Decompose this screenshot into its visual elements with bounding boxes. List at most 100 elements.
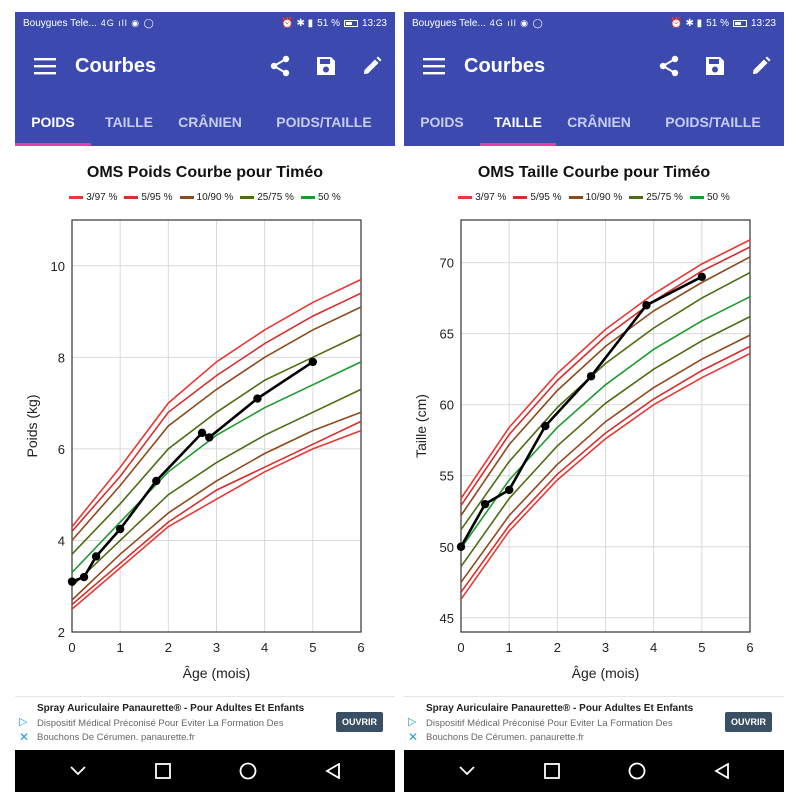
x-tick-label: 3 xyxy=(213,640,220,655)
share-icon[interactable] xyxy=(646,34,692,98)
back-icon[interactable] xyxy=(313,751,353,791)
y-tick-label: 45 xyxy=(440,611,454,626)
chevron-down-icon[interactable] xyxy=(447,751,487,791)
ad-banner[interactable]: ▷ ✕ Spray Auriculaire Panaurette® - Pour… xyxy=(15,696,395,750)
app-title: Courbes xyxy=(75,54,157,77)
legend-item: 50 % xyxy=(300,192,341,203)
signal-icon: 4G ıll ◉ ◯ xyxy=(100,17,155,28)
y-tick-label: 50 xyxy=(440,540,454,555)
save-icon[interactable] xyxy=(303,34,349,98)
battery-icon xyxy=(343,19,358,27)
legend-label: 50 % xyxy=(706,192,730,203)
save-icon[interactable] xyxy=(692,34,738,98)
app-title: Courbes xyxy=(464,54,546,77)
measurement-point xyxy=(456,542,466,551)
back-icon[interactable] xyxy=(702,751,742,791)
x-tick-label: 3 xyxy=(602,640,609,655)
recents-icon[interactable] xyxy=(532,751,572,791)
measurement-point xyxy=(67,577,77,586)
percentile-curve xyxy=(460,256,751,516)
measurement-point xyxy=(197,428,207,438)
y-tick-label: 4 xyxy=(58,533,65,548)
tab-cranien[interactable]: CRÂNIEN xyxy=(178,114,242,130)
ad-choices-icon[interactable]: ▷ xyxy=(408,716,417,728)
legend-item: 3/97 % xyxy=(458,192,506,203)
chart-area: OMS Taille Courbe pour Timéo 3/97 % 5/95… xyxy=(404,146,784,694)
measurement-point xyxy=(115,524,125,534)
x-tick-label: 2 xyxy=(554,640,561,655)
measurement-point xyxy=(91,552,101,561)
phone-screen-height: Bouygues Tele... 4G ıll ◉ ◯ ⏰ ✱ ▮ 51 % 1… xyxy=(404,0,784,800)
close-icon[interactable]: ✕ xyxy=(19,730,30,744)
legend-label: 3/97 % xyxy=(475,192,507,203)
share-icon[interactable] xyxy=(257,34,303,98)
legend-label: 3/97 % xyxy=(86,192,118,203)
measurement-point xyxy=(504,485,514,495)
battery-percent: 51 % xyxy=(317,17,340,29)
battery-percent: 51 % xyxy=(706,17,729,29)
chart-area: OMS Poids Courbe pour Timéo 3/97 % 5/95 … xyxy=(15,146,395,694)
legend-item: 25/75 % xyxy=(240,192,294,203)
tab-taille[interactable]: TAILLE xyxy=(105,114,153,130)
x-tick-label: 1 xyxy=(506,640,513,655)
legend-label: 50 % xyxy=(317,192,341,203)
close-icon[interactable]: ✕ xyxy=(408,730,419,744)
tab-bar: POIDS TAILLE CRÂNIEN POIDS/TAILLE xyxy=(404,98,784,146)
x-tick-label: 6 xyxy=(746,640,753,655)
ad-open-button[interactable]: OUVRIR xyxy=(335,712,383,732)
tab-taille[interactable]: TAILLE xyxy=(480,98,556,146)
ad-open-button[interactable]: OUVRIR xyxy=(724,712,772,732)
clock: 13:23 xyxy=(750,17,776,29)
phone-screen-weight: Bouygues Tele... 4G ıll ◉ ◯ ⏰ ✱ ▮ 51 % 1… xyxy=(15,0,395,800)
legend-swatch xyxy=(179,196,194,199)
home-icon[interactable] xyxy=(617,751,657,791)
tab-poids-taille[interactable]: POIDS/TAILLE xyxy=(665,114,761,130)
measurement-point xyxy=(480,499,490,509)
menu-icon[interactable] xyxy=(404,34,464,98)
tab-poids[interactable]: POIDS xyxy=(15,98,91,146)
chart-title: OMS Poids Courbe pour Timéo xyxy=(86,164,324,181)
tab-bar: POIDS TAILLE CRÂNIEN POIDS/TAILLE xyxy=(15,98,395,146)
percentile-curve xyxy=(460,352,751,600)
percentile-curve xyxy=(71,292,362,532)
app-bar: Courbes xyxy=(404,34,784,98)
home-icon[interactable] xyxy=(228,751,268,791)
ad-title: Spray Auriculaire Panaurette® - Pour Adu… xyxy=(426,703,694,714)
measurement-line xyxy=(459,275,703,548)
ad-banner[interactable]: ▷ ✕ Spray Auriculaire Panaurette® - Pour… xyxy=(404,696,784,750)
y-tick-label: 70 xyxy=(440,256,454,271)
tab-poids-taille[interactable]: POIDS/TAILLE xyxy=(276,114,372,130)
legend-swatch xyxy=(568,196,583,199)
edit-icon[interactable] xyxy=(738,34,784,98)
legend-swatch xyxy=(124,196,139,199)
legend-item: 5/95 % xyxy=(513,192,562,203)
x-axis-label: Âge (mois) xyxy=(183,665,251,681)
y-tick-label: 8 xyxy=(58,350,65,365)
recents-icon[interactable] xyxy=(143,751,183,791)
x-tick-label: 2 xyxy=(165,640,172,655)
ad-choices-icon[interactable]: ▷ xyxy=(19,716,28,728)
weight-chart: 0 1 2 3 4 5 6 2 4 6 8 10 Âge (mois) Poids (kg) xyxy=(24,219,365,681)
y-axis-label: Taille (cm) xyxy=(413,394,429,458)
tab-poids[interactable]: POIDS xyxy=(420,114,464,130)
plot-frame xyxy=(71,219,362,633)
percentile-curve xyxy=(460,246,751,507)
chevron-down-icon[interactable] xyxy=(58,751,98,791)
ad-title: Spray Auriculaire Panaurette® - Pour Adu… xyxy=(37,703,305,714)
legend-label: 25/75 % xyxy=(646,192,683,203)
measurement-point xyxy=(586,372,596,381)
percentile-curve xyxy=(71,420,362,606)
tab-cranien[interactable]: CRÂNIEN xyxy=(567,114,631,130)
edit-icon[interactable] xyxy=(349,34,395,98)
plot-frame xyxy=(460,219,751,633)
x-tick-label: 4 xyxy=(650,640,657,655)
x-tick-label: 5 xyxy=(309,640,316,655)
percentile-curve xyxy=(71,429,362,610)
x-tick-label: 1 xyxy=(117,640,124,655)
ad-body: Dispositif Médical Préconisé Pour Eviter… xyxy=(37,718,284,743)
menu-icon[interactable] xyxy=(15,34,75,98)
x-tick-label: 5 xyxy=(698,640,705,655)
measurement-point xyxy=(697,272,707,282)
percentile-curve xyxy=(71,361,362,574)
